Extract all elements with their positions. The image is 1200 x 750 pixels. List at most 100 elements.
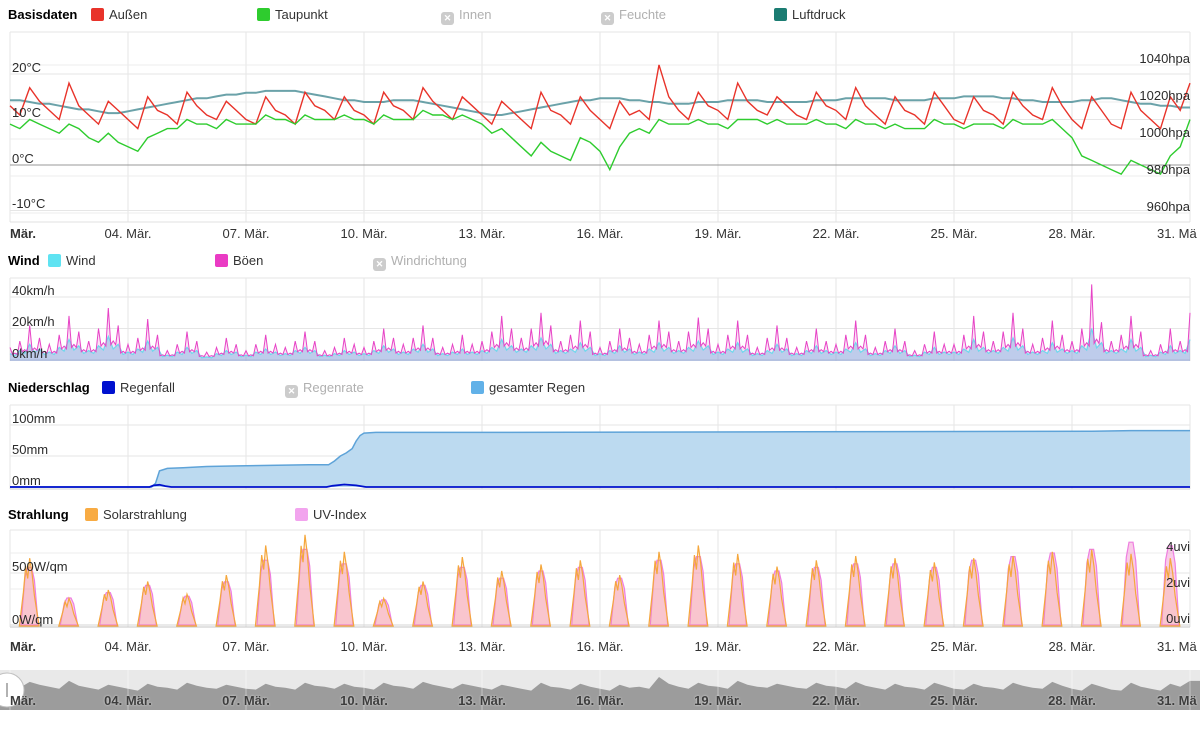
- legend-label: gesamter Regen: [489, 380, 586, 395]
- series-solarstrahlung-spike: [58, 596, 80, 627]
- legend-label: Solarstrahlung: [103, 507, 187, 522]
- legend-item-regenfall[interactable]: Regenfall: [102, 380, 175, 396]
- x-axis-strahlung: Mär. 04. Mär. 07. Mär. 10. Mär. 13. Mär. 16. …: [0, 639, 1200, 657]
- luftdruck-swatch-icon: [774, 8, 787, 21]
- y-tick-uv-2: 2uvi: [1166, 575, 1190, 590]
- panel-title-wind: Wind: [8, 253, 40, 268]
- series-solarstrahlung-spike: [136, 581, 158, 627]
- y-tick-hpa-980: 980hpa: [1146, 162, 1190, 177]
- y-tick-rain-0: 0mm: [12, 473, 41, 488]
- series-solarstrahlung-spike: [333, 551, 355, 627]
- legend-label: Taupunkt: [275, 7, 328, 22]
- legend-label: Innen: [459, 7, 492, 22]
- legend-basisdaten: Basisdaten Außen Taupunkt ✕ Innen ✕ Feucht…: [0, 7, 1200, 29]
- legend-niederschlag: Niederschlag Regenfall ✕ Regenrate gesamt…: [0, 380, 1200, 402]
- series-gesamter-regen-line: [10, 429, 1190, 488]
- legend-item-windrichtung[interactable]: ✕ Windrichtung: [373, 253, 467, 271]
- series-solarstrahlung-spike: [176, 591, 198, 627]
- y-tick-hpa-1020: 1020hpa: [1139, 88, 1190, 103]
- series-boeen-line: [9, 284, 1191, 358]
- y-tick-temp-20: 20°C: [12, 60, 42, 75]
- x-axis-label: 19. Mär.: [694, 226, 742, 241]
- x-axis-label: Mär.: [10, 639, 37, 654]
- y-tick-wind-20: 20km/h: [12, 314, 55, 329]
- x-axis-label: 28. Mär.: [1048, 226, 1096, 241]
- panel-title-strahlung: Strahlung: [8, 507, 69, 522]
- y-tick-uv-0: 0uvi: [1166, 611, 1190, 626]
- boeen-swatch-icon: [215, 254, 228, 267]
- y-tick-solar-0: 0W/qm: [12, 612, 54, 627]
- x-axis-label: 10. Mär.: [340, 639, 388, 654]
- legend-item-gesamter-regen[interactable]: gesamter Regen: [471, 380, 585, 396]
- series-solarstrahlung-spike: [569, 560, 591, 627]
- x-axis-label: 31. Mä: [1157, 226, 1197, 241]
- series-solarstrahlung-spike: [844, 555, 866, 627]
- x-axis-navigator: Mär. 04. Mär. 07. Mär. 10. Mär. 13. Mär. 16. …: [0, 693, 1200, 711]
- legend-item-taupunkt[interactable]: Taupunkt: [257, 7, 328, 23]
- legend-wind: Wind Wind Böen ✕ Windrichtung: [0, 253, 1200, 275]
- series-solarstrahlung-spike: [766, 566, 788, 627]
- aussen-swatch-icon: [91, 8, 104, 21]
- y-tick-hpa-1000: 1000hpa: [1139, 125, 1190, 140]
- x-axis-label: 13. Mär.: [458, 226, 506, 241]
- series-solarstrahlung-spike: [726, 553, 748, 627]
- legend-item-solarstrahlung[interactable]: Solarstrahlung: [85, 507, 187, 523]
- navigator-series-silhouette: [0, 677, 1200, 710]
- x-axis-label: 10. Mär.: [340, 226, 388, 241]
- disabled-checkbox-icon: ✕: [441, 12, 454, 25]
- y-tick-temp-m10: -10°C: [12, 196, 46, 211]
- series-solarstrahlung-spike: [412, 581, 434, 627]
- x-axis-label: 04. Mär.: [104, 693, 152, 708]
- series-wind-area: [10, 328, 1190, 361]
- series-solarstrahlung-spike: [805, 560, 827, 627]
- legend-item-innen[interactable]: ✕ Innen: [441, 7, 492, 25]
- series-solarstrahlung-spike: [294, 534, 316, 627]
- y-tick-temp-10: 10°C: [12, 105, 42, 120]
- legend-item-luftdruck[interactable]: Luftdruck: [774, 7, 845, 23]
- legend-label: Regenfall: [120, 380, 175, 395]
- series-solarstrahlung-spike: [687, 545, 709, 627]
- y-tick-wind-40: 40km/h: [12, 283, 55, 298]
- series-solarstrahlung-spike: [254, 545, 276, 627]
- series-regenfall-line: [10, 483, 1190, 488]
- x-axis-label: 28. Mär.: [1048, 639, 1096, 654]
- series-solarstrahlung-spike: [1002, 555, 1024, 627]
- legend-item-boeen[interactable]: Böen: [215, 253, 263, 269]
- y-tick-rain-100: 100mm: [12, 411, 56, 426]
- x-axis-label: 25. Mär.: [930, 639, 978, 654]
- series-solarstrahlung-spike: [530, 564, 552, 627]
- navigator-handle[interactable]: [0, 672, 25, 708]
- x-axis-label: 19. Mär.: [694, 693, 742, 708]
- legend-label: UV-Index: [313, 507, 367, 522]
- y-tick-temp-0: 0°C: [12, 151, 34, 166]
- x-axis-label: 31. Mä: [1157, 693, 1197, 708]
- x-axis-label: 10. Mär.: [340, 693, 388, 708]
- legend-label: Feuchte: [619, 7, 666, 22]
- x-axis-label: 19. Mär.: [694, 639, 742, 654]
- x-axis-label: 31. Mä: [1157, 639, 1197, 654]
- x-axis-label: 04. Mär.: [104, 226, 152, 241]
- series-luftdruck-line: [10, 89, 1190, 116]
- panel-title-basisdaten: Basisdaten: [8, 7, 78, 22]
- solarstrahlung-swatch-icon: [85, 508, 98, 521]
- series-solarstrahlung-spike: [490, 570, 512, 627]
- disabled-checkbox-icon: ✕: [373, 258, 386, 271]
- legend-item-wind[interactable]: Wind: [48, 253, 96, 269]
- x-axis-label: 22. Mär.: [812, 639, 860, 654]
- x-axis-label: Mär.: [10, 693, 37, 708]
- legend-item-aussen[interactable]: Außen: [91, 7, 147, 23]
- disabled-checkbox-icon: ✕: [285, 385, 298, 398]
- series-gesamter-regen-area: [10, 430, 1190, 487]
- legend-item-uv-index[interactable]: UV-Index: [295, 507, 366, 523]
- series-solarstrahlung-spike: [97, 589, 119, 627]
- legend-item-regenrate[interactable]: ✕ Regenrate: [285, 380, 364, 398]
- series-solarstrahlung-spike: [372, 596, 394, 627]
- panel-title-niederschlag: Niederschlag: [8, 380, 90, 395]
- y-tick-solar-500: 500W/qm: [12, 559, 68, 574]
- legend-item-feuchte[interactable]: ✕ Feuchte: [601, 7, 666, 25]
- x-axis-label: 16. Mär.: [576, 226, 624, 241]
- x-axis-label: 13. Mär.: [458, 693, 506, 708]
- legend-label: Luftdruck: [792, 7, 846, 22]
